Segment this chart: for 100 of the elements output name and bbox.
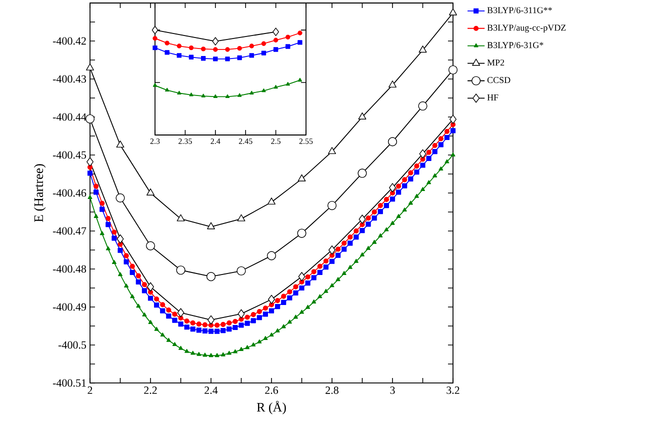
point	[213, 94, 218, 98]
point	[272, 28, 280, 36]
point	[237, 93, 242, 97]
x-tick-label: 2.45	[238, 138, 252, 144]
point	[237, 214, 246, 222]
point	[298, 30, 302, 36]
point	[328, 147, 336, 154]
y-tick-label: -400.5	[58, 341, 86, 349]
x-tick-label: 2.5	[271, 138, 280, 144]
point	[238, 309, 245, 318]
legend-label: B3LYP/aug-cc-pVDZ	[487, 24, 566, 33]
y-tick-label: -400.45	[52, 151, 86, 159]
y-tick-label: -400.44	[52, 113, 86, 121]
point	[298, 272, 306, 282]
point	[448, 65, 458, 74]
point	[327, 200, 337, 210]
point	[249, 53, 254, 58]
legend-label: HF	[487, 94, 498, 100]
point	[225, 94, 230, 98]
point	[188, 54, 194, 60]
point	[152, 45, 158, 50]
point	[164, 40, 170, 46]
point	[273, 47, 278, 52]
point	[200, 56, 206, 61]
point	[147, 282, 154, 292]
x-tick-label: 3	[390, 386, 395, 394]
y-tick-label: -400.49	[52, 303, 86, 311]
point	[188, 45, 194, 50]
point	[165, 88, 170, 92]
point	[274, 84, 278, 89]
point	[268, 198, 276, 205]
point	[286, 34, 290, 40]
x-tick-label: 3.2	[446, 386, 460, 394]
point	[298, 174, 306, 182]
point	[201, 94, 206, 98]
point	[388, 80, 396, 88]
x-tick-label: 2.55	[299, 138, 313, 144]
x-tick-label: 2	[88, 386, 92, 394]
point	[236, 266, 246, 276]
legend-label: B3LYP/6-311G**	[487, 7, 552, 14]
point	[298, 40, 302, 45]
point	[164, 50, 170, 55]
x-tick-label: 2.4	[204, 386, 218, 394]
point	[152, 26, 158, 34]
point	[86, 63, 94, 70]
point	[286, 82, 290, 86]
x-tick-label: 2.8	[326, 386, 338, 394]
point	[250, 90, 254, 94]
point	[207, 222, 215, 230]
point	[237, 46, 242, 51]
point	[116, 193, 125, 202]
y-tick-label: -400.48	[52, 265, 86, 273]
point	[358, 112, 366, 120]
point	[266, 251, 276, 260]
point	[212, 37, 219, 46]
point	[388, 137, 398, 146]
point	[200, 46, 206, 52]
point	[152, 36, 158, 41]
point	[262, 88, 266, 92]
x-tick-label: 2.6	[265, 386, 278, 394]
point	[328, 245, 336, 255]
x-tick-label: 2.35	[178, 138, 192, 144]
legend-label: MP2	[487, 60, 504, 66]
point	[418, 101, 428, 111]
point	[206, 272, 216, 282]
point	[176, 266, 186, 275]
point	[177, 90, 182, 94]
point	[116, 234, 124, 244]
point	[146, 241, 156, 250]
x-tick-label: 2.3	[150, 138, 160, 144]
point	[261, 41, 266, 46]
point	[176, 53, 182, 58]
point	[152, 83, 158, 87]
x-tick-label: 2.2	[144, 386, 157, 394]
point	[213, 56, 218, 62]
point	[85, 114, 95, 124]
y-tick-label: -400.43	[52, 75, 86, 83]
point	[116, 140, 124, 148]
point	[298, 78, 302, 82]
legend-label: B3LYP/6-31G*	[487, 42, 544, 48]
point	[86, 157, 94, 166]
y-tick-label: -400.42	[52, 37, 86, 45]
x-axis-title: R (Å)	[256, 400, 286, 414]
legend-label: CCSD	[487, 77, 510, 84]
point	[297, 228, 306, 238]
point	[286, 44, 290, 49]
x-tick-label: 2.4	[210, 138, 220, 144]
y-tick-label: -400.51	[52, 379, 86, 387]
point	[208, 315, 215, 324]
point	[389, 183, 396, 192]
point	[176, 44, 182, 48]
point	[419, 149, 426, 158]
point	[225, 56, 230, 62]
y-tick-label: -400.47	[52, 227, 86, 235]
point	[358, 214, 366, 224]
y-axis-title: E (Hartree)	[34, 164, 46, 222]
point	[176, 214, 185, 222]
point	[146, 188, 154, 196]
point	[189, 92, 194, 96]
y-tick-label: -400.46	[52, 189, 86, 197]
